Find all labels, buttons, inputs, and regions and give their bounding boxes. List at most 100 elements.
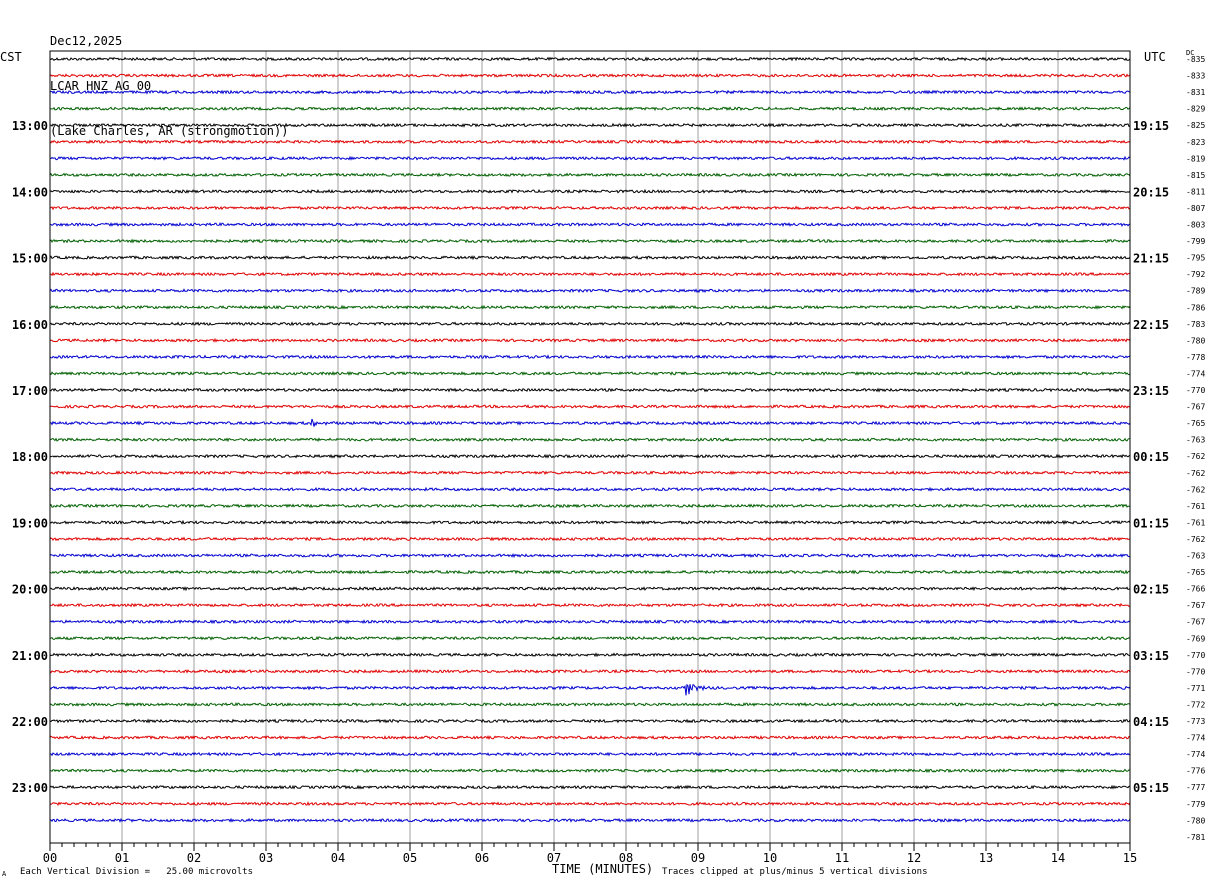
x-tick-label: 11 (835, 851, 849, 865)
dc-offset-label: -773 (1186, 717, 1205, 726)
trace-row (49, 702, 1131, 707)
utc-hour-label: 02:15 (1133, 583, 1169, 597)
x-tick-label: 02 (187, 851, 201, 865)
trace-row (49, 817, 1131, 823)
trace-row (49, 519, 1131, 526)
cst-hour-label: 17:00 (12, 384, 48, 398)
dc-offset-label: -762 (1186, 469, 1205, 478)
cst-hour-label: 18:00 (12, 450, 48, 464)
x-tick-label: 04 (331, 851, 345, 865)
trace-row (49, 139, 1131, 145)
trace-row (49, 106, 1131, 112)
trace-row (49, 73, 1131, 78)
utc-hour-label: 01:15 (1133, 516, 1169, 530)
dc-offset-label: -780 (1186, 336, 1205, 345)
trace-row (49, 255, 1131, 261)
cst-hour-label: 22:00 (12, 715, 48, 729)
trace-row (49, 652, 1131, 658)
trace-row (49, 437, 1131, 443)
axis-labels: -835 -833 -831 -829 -825 -823 -819 -815 -811 -807… (12, 55, 1206, 865)
plot-header: Dec12,2025 LCAR HNZ AG 00 (Lake Charles,… (50, 4, 288, 154)
utc-hour-label: 05:15 (1133, 781, 1169, 795)
x-tick-label: 07 (547, 851, 561, 865)
dc-offset-label: -825 (1186, 121, 1205, 130)
dc-offset-label: -792 (1186, 270, 1205, 279)
trace-row (49, 735, 1131, 741)
cst-hour-label: 13:00 (12, 119, 48, 133)
dc-offset-label: -799 (1186, 237, 1205, 246)
dc-offset-label: -774 (1186, 750, 1205, 759)
dc-offset-label: -835 (1186, 55, 1205, 64)
trace-row (49, 635, 1131, 641)
dc-offset-label: -761 (1186, 502, 1205, 511)
trace-row (49, 718, 1131, 724)
cst-hour-label: 16:00 (12, 318, 48, 332)
x-tick-label: 14 (1051, 851, 1065, 865)
trace-row (49, 784, 1131, 790)
corner-mark: A (2, 870, 7, 878)
header-station: LCAR HNZ AG 00 (50, 79, 152, 93)
dc-offset-label: -770 (1186, 651, 1205, 660)
utc-hour-label: 22:15 (1133, 318, 1169, 332)
dc-offset-label: -761 (1186, 518, 1205, 527)
dc-offset-label: -815 (1186, 171, 1205, 180)
header-location: (Lake Charles, AR (strongmotion)) (50, 124, 289, 138)
trace-row (49, 569, 1131, 575)
dc-offset-label: -763 (1186, 552, 1205, 561)
clip-note: Traces clipped at plus/minus 5 vertical … (662, 867, 928, 877)
dc-offset-label: -803 (1186, 221, 1205, 230)
dc-offset-label: -762 (1186, 535, 1205, 544)
trace-row (49, 470, 1131, 476)
trace-row (49, 205, 1131, 211)
x-axis-title: TIME (MINUTES) (552, 862, 654, 876)
trace-row (49, 155, 1131, 161)
scale-note: Each Vertical Division = 25.00 microvolt… (20, 867, 253, 877)
dc-header-label: DC (1186, 49, 1195, 57)
trace-row (49, 370, 1131, 377)
trace-row (49, 751, 1131, 757)
trace-row (49, 188, 1131, 194)
dc-offset-label: -831 (1186, 88, 1205, 97)
x-tick-label: 10 (763, 851, 777, 865)
trace-row (49, 288, 1131, 294)
trace-row (49, 418, 1131, 427)
cst-hour-label: 19:00 (12, 516, 48, 530)
cst-hour-label: 23:00 (12, 781, 48, 795)
cst-hour-label: 21:00 (12, 649, 48, 663)
trace-row (49, 89, 1131, 95)
trace-row (49, 238, 1131, 244)
dc-offset-label: -783 (1186, 320, 1205, 329)
x-tick-label: 00 (43, 851, 57, 865)
x-tick-label: 12 (907, 851, 921, 865)
trace-row (49, 683, 1131, 696)
trace-row (49, 56, 1131, 62)
dc-offset-label: -771 (1186, 684, 1205, 693)
seismic-traces (49, 56, 1131, 823)
x-tick-label: 08 (619, 851, 633, 865)
utc-hour-label: 21:15 (1133, 252, 1169, 266)
dc-offset-label: -780 (1186, 816, 1205, 825)
dc-offset-label: -789 (1186, 287, 1205, 296)
utc-hour-label: 23:15 (1133, 384, 1169, 398)
left-timezone-label: CST (0, 50, 22, 64)
trace-row (49, 404, 1131, 410)
dc-offset-label: -823 (1186, 138, 1205, 147)
utc-hour-label: 00:15 (1133, 450, 1169, 464)
cst-hour-label: 20:00 (12, 583, 48, 597)
utc-hour-label: 20:15 (1133, 185, 1169, 199)
trace-row (49, 122, 1131, 128)
x-tick-label: 09 (691, 851, 705, 865)
dc-offset-label: -769 (1186, 634, 1205, 643)
dc-offset-label: -779 (1186, 800, 1205, 809)
plot-border (49, 50, 1131, 844)
trace-row (49, 668, 1131, 674)
trace-row (49, 536, 1131, 542)
dc-offset-label: -767 (1186, 601, 1205, 610)
dc-offset-label: -770 (1186, 667, 1205, 676)
dc-offset-label: -807 (1186, 204, 1205, 213)
plot-frame (49, 50, 1131, 851)
x-tick-label: 15 (1123, 851, 1137, 865)
header-date: Dec12,2025 (50, 34, 123, 48)
dc-offset-label: -774 (1186, 369, 1205, 378)
